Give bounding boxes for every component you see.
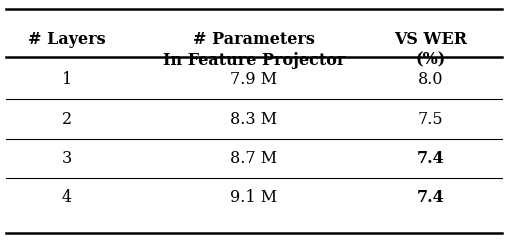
Text: 7.9 M: 7.9 M <box>231 71 277 88</box>
Text: 8.3 M: 8.3 M <box>231 111 277 127</box>
Text: 7.4: 7.4 <box>417 150 444 167</box>
Text: VS WER
(%): VS WER (%) <box>394 31 467 69</box>
Text: 7.5: 7.5 <box>418 111 443 127</box>
Text: 8.7 M: 8.7 M <box>231 150 277 167</box>
Text: 4: 4 <box>62 189 72 206</box>
Text: 3: 3 <box>62 150 72 167</box>
Text: 7.4: 7.4 <box>417 189 444 206</box>
Text: 2: 2 <box>62 111 72 127</box>
Text: 8.0: 8.0 <box>418 71 443 88</box>
Text: 1: 1 <box>62 71 72 88</box>
Text: # Parameters
In Feature Projector: # Parameters In Feature Projector <box>163 31 345 69</box>
Text: 9.1 M: 9.1 M <box>231 189 277 206</box>
Text: # Layers: # Layers <box>28 31 106 48</box>
